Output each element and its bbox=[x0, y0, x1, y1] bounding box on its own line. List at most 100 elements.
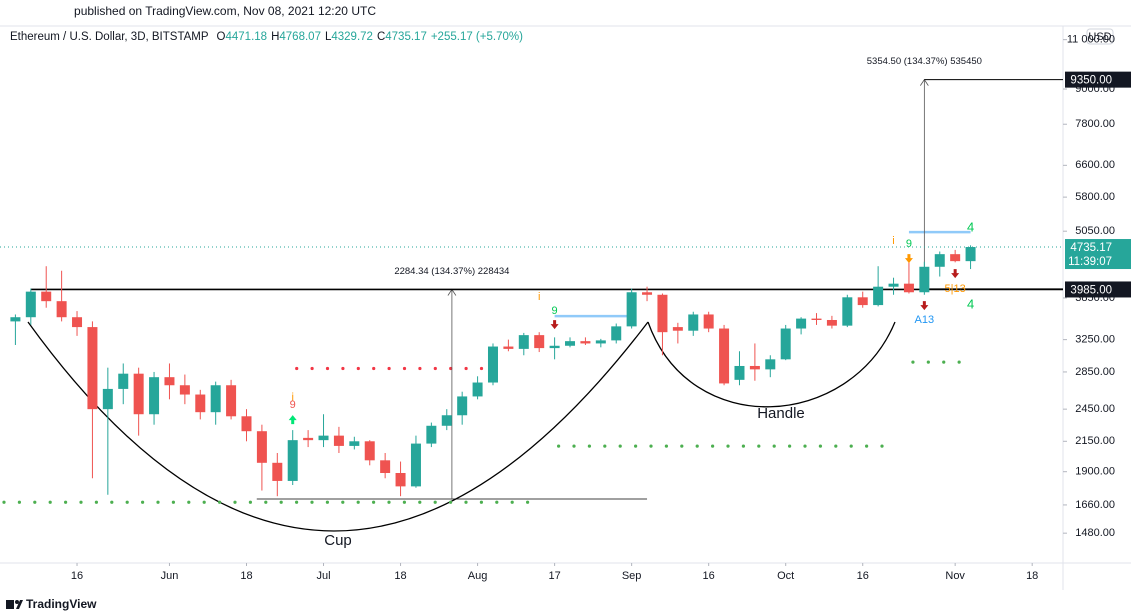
candle bbox=[441, 409, 452, 431]
x-tick-label: 16 bbox=[857, 570, 869, 582]
level-dot bbox=[325, 366, 330, 371]
candle-body bbox=[626, 292, 637, 327]
level-dot bbox=[48, 500, 52, 504]
candle-body bbox=[256, 431, 267, 463]
candle-body bbox=[272, 462, 283, 481]
x-tick-label: 16 bbox=[703, 570, 715, 582]
candle-body bbox=[734, 365, 745, 380]
level-dot bbox=[911, 360, 915, 364]
candle bbox=[41, 266, 52, 308]
level-dot bbox=[957, 360, 961, 364]
level-dot bbox=[402, 500, 406, 504]
signal-label: 9 bbox=[290, 399, 296, 411]
candle bbox=[749, 343, 760, 381]
candle bbox=[703, 311, 714, 333]
candle-body bbox=[842, 297, 853, 326]
signal-label: 9 bbox=[906, 238, 912, 250]
candle-body bbox=[395, 473, 406, 487]
candle bbox=[287, 430, 298, 486]
candle bbox=[472, 376, 483, 400]
quote-value: 4471.18 bbox=[226, 31, 268, 43]
level-dot bbox=[726, 444, 730, 448]
level-dot bbox=[110, 500, 114, 504]
candle-body bbox=[965, 247, 976, 262]
candle-body bbox=[657, 294, 668, 333]
dotted-level bbox=[911, 360, 961, 364]
candle bbox=[518, 332, 529, 356]
level-dot bbox=[479, 500, 483, 504]
level-dot bbox=[79, 500, 83, 504]
candle-body bbox=[241, 416, 252, 432]
candle-body bbox=[195, 394, 206, 413]
candle-body bbox=[719, 328, 730, 384]
candle-body bbox=[118, 373, 129, 389]
candle bbox=[487, 343, 498, 386]
level-dot bbox=[372, 500, 376, 504]
x-tick-label: 18 bbox=[240, 570, 252, 582]
level-dot bbox=[880, 444, 884, 448]
level-dot bbox=[510, 500, 514, 504]
currency: USD bbox=[1088, 31, 1111, 43]
candle-body bbox=[287, 440, 298, 481]
quote-letter: O bbox=[217, 31, 226, 43]
candle-body bbox=[72, 317, 83, 328]
level-dot bbox=[433, 500, 437, 504]
candle-body bbox=[303, 437, 314, 441]
brand: TradingView bbox=[26, 597, 97, 611]
candle bbox=[272, 453, 283, 497]
candle-body bbox=[487, 346, 498, 383]
level-dot bbox=[356, 500, 360, 504]
y-tick-label: 2150.00 bbox=[1075, 435, 1115, 447]
x-tick-label: 16 bbox=[71, 570, 83, 582]
candle-body bbox=[595, 340, 606, 344]
level-dot bbox=[341, 500, 345, 504]
signal-label: 4 bbox=[967, 220, 974, 235]
level-dot bbox=[788, 444, 792, 448]
level-dot bbox=[248, 500, 252, 504]
candle bbox=[657, 293, 668, 356]
candle bbox=[950, 249, 961, 263]
candle-body bbox=[518, 335, 529, 349]
y-tick-label: 2850.00 bbox=[1075, 366, 1115, 378]
level-dot bbox=[680, 444, 684, 448]
level-dot bbox=[402, 366, 407, 371]
level-dot bbox=[664, 444, 669, 448]
level-dot bbox=[125, 500, 129, 504]
brand-logo bbox=[6, 600, 23, 609]
level-dot bbox=[218, 500, 222, 504]
candle bbox=[256, 424, 267, 491]
level-dot bbox=[372, 366, 376, 371]
candle bbox=[133, 367, 144, 436]
level-dot bbox=[926, 360, 930, 364]
level-dot bbox=[17, 500, 21, 504]
quote-value: 4768.07 bbox=[279, 31, 321, 43]
candle bbox=[565, 337, 576, 348]
candle-body bbox=[765, 359, 776, 370]
level-dot bbox=[264, 500, 268, 504]
candle-body bbox=[25, 291, 36, 318]
cup-curve bbox=[27, 321, 649, 532]
candle-body bbox=[749, 365, 760, 370]
level-dot bbox=[464, 366, 468, 371]
x-tick-label: Oct bbox=[777, 570, 794, 582]
level-dot bbox=[834, 444, 838, 448]
candle bbox=[796, 317, 807, 335]
x-tick-label: Nov bbox=[945, 570, 965, 582]
candle-body bbox=[226, 385, 237, 417]
candle bbox=[303, 430, 314, 448]
candle bbox=[87, 321, 98, 479]
y-tick-label: 6600.00 bbox=[1075, 159, 1115, 171]
candle bbox=[842, 294, 853, 328]
x-tick-label: Aug bbox=[468, 570, 488, 582]
candle-body bbox=[410, 443, 421, 487]
level-dot bbox=[942, 360, 946, 364]
candle bbox=[811, 313, 822, 325]
last-price: 4735.17 bbox=[1070, 242, 1112, 254]
candle-body bbox=[611, 326, 622, 341]
candle-body bbox=[857, 297, 868, 306]
candle-body bbox=[826, 319, 837, 326]
candle bbox=[72, 311, 83, 336]
candle bbox=[580, 337, 591, 345]
last-price-tag bbox=[1065, 239, 1131, 270]
level-dot bbox=[865, 444, 869, 448]
